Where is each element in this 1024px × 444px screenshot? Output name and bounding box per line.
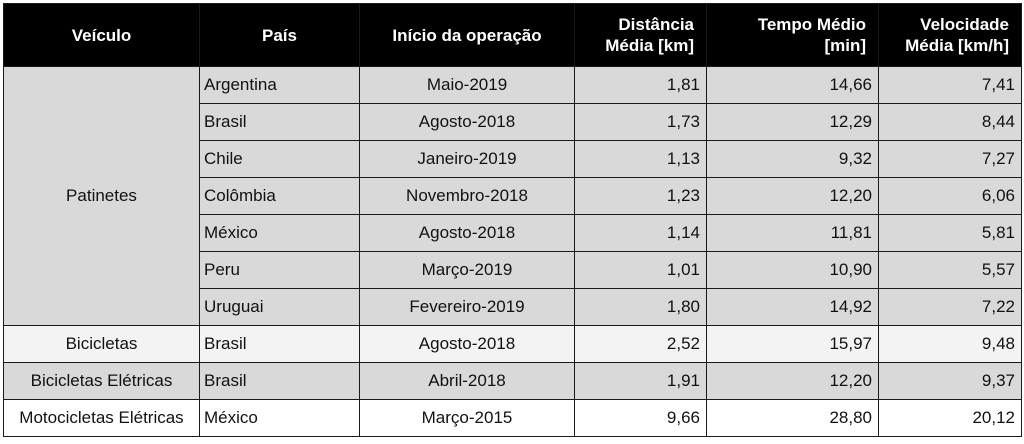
speed-cell: 5,81 [878, 214, 1022, 252]
time-cell: 10,90 [706, 251, 879, 289]
table-row: Bicicletas Brasil Agosto-2018 2,52 15,97… [3, 325, 1022, 363]
country-cell: Colômbia [199, 177, 360, 215]
distance-cell: 1,81 [574, 66, 707, 104]
time-cell: 14,66 [706, 66, 879, 104]
speed-cell: 6,06 [878, 177, 1022, 215]
country-cell: Brasil [199, 103, 360, 141]
distance-cell: 1,13 [574, 140, 707, 178]
speed-cell: 9,48 [878, 325, 1022, 363]
speed-cell: 8,44 [878, 103, 1022, 141]
start-cell: Maio-2019 [359, 66, 575, 104]
time-cell: 12,29 [706, 103, 879, 141]
distance-cell: 1,01 [574, 251, 707, 289]
vehicle-cell: Motocicletas Elétricas [3, 399, 200, 437]
table-row: Chile Janeiro-2019 1,13 9,32 7,27 [4, 140, 1022, 178]
speed-cell: 5,57 [878, 251, 1022, 289]
distance-cell: 1,73 [574, 103, 707, 141]
distance-cell: 1,14 [574, 214, 707, 252]
country-cell: México [199, 399, 360, 437]
speed-cell: 7,27 [878, 140, 1022, 178]
header-time: Tempo Médio [min] [706, 3, 879, 67]
country-cell: Chile [199, 140, 360, 178]
distance-cell: 1,91 [574, 362, 707, 400]
speed-cell: 7,22 [878, 288, 1022, 326]
country-cell: Argentina [199, 66, 360, 104]
table-row: Brasil Agosto-2018 1,73 12,29 8,44 [4, 103, 1022, 141]
speed-cell: 7,41 [878, 66, 1022, 104]
vehicle-cell: Bicicletas [3, 325, 200, 363]
header-speed: Velocidade Média [km/h] [878, 3, 1022, 67]
header-distance: Distância Média [km] [574, 3, 707, 67]
start-cell: Abril-2018 [359, 362, 575, 400]
vehicle-cell: Bicicletas Elétricas [3, 362, 200, 400]
distance-cell: 1,23 [574, 177, 707, 215]
start-cell: Agosto-2018 [359, 214, 575, 252]
data-table: Veículo País Início da operação Distânci… [3, 3, 1022, 437]
start-cell: Novembro-2018 [359, 177, 575, 215]
time-cell: 11,81 [706, 214, 879, 252]
speed-cell: 20,12 [878, 399, 1022, 437]
time-cell: 28,80 [706, 399, 879, 437]
table-row: Colômbia Novembro-2018 1,23 12,20 6,06 [4, 177, 1022, 215]
header-country: País [199, 3, 360, 67]
table-body: Patinetes Argentina Maio-2019 1,81 14,66… [3, 66, 1022, 437]
time-cell: 9,32 [706, 140, 879, 178]
time-cell: 14,92 [706, 288, 879, 326]
table-row: Peru Março-2019 1,01 10,90 5,57 [4, 251, 1022, 289]
table-row: Bicicletas Elétricas Brasil Abril-2018 1… [3, 362, 1022, 400]
header-vehicle: Veículo [3, 3, 200, 67]
start-cell: Março-2019 [359, 251, 575, 289]
start-cell: Fevereiro-2019 [359, 288, 575, 326]
start-cell: Agosto-2018 [359, 103, 575, 141]
table-row: México Agosto-2018 1,14 11,81 5,81 [4, 214, 1022, 252]
country-cell: Uruguai [199, 288, 360, 326]
country-cell: Brasil [199, 325, 360, 363]
table-header: Veículo País Início da operação Distânci… [3, 3, 1022, 67]
header-start: Início da operação [359, 3, 575, 67]
time-cell: 15,97 [706, 325, 879, 363]
country-cell: Brasil [199, 362, 360, 400]
vehicle-cell: Patinetes [3, 66, 200, 326]
distance-cell: 1,80 [574, 288, 707, 326]
distance-cell: 2,52 [574, 325, 707, 363]
table-row: Uruguai Fevereiro-2019 1,80 14,92 7,22 [4, 288, 1022, 326]
start-cell: Agosto-2018 [359, 325, 575, 363]
time-cell: 12,20 [706, 177, 879, 215]
table-row: Patinetes Argentina Maio-2019 1,81 14,66… [3, 66, 1022, 326]
header-row: Veículo País Início da operação Distânci… [3, 3, 1022, 67]
start-cell: Janeiro-2019 [359, 140, 575, 178]
distance-cell: 9,66 [574, 399, 707, 437]
speed-cell: 9,37 [878, 362, 1022, 400]
start-cell: Março-2015 [359, 399, 575, 437]
country-cell: México [199, 214, 360, 252]
time-cell: 12,20 [706, 362, 879, 400]
country-cell: Peru [199, 251, 360, 289]
table-row: Motocicletas Elétricas México Março-2015… [3, 399, 1022, 437]
